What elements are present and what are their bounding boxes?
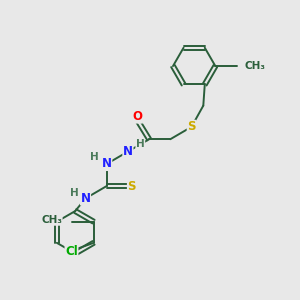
Text: N: N — [80, 192, 91, 205]
Text: O: O — [132, 110, 142, 123]
Text: S: S — [187, 120, 196, 133]
Text: H: H — [90, 152, 99, 162]
Text: H: H — [136, 139, 145, 149]
Text: N: N — [123, 145, 133, 158]
Text: H: H — [70, 188, 79, 197]
Text: N: N — [102, 158, 112, 170]
Text: S: S — [128, 179, 136, 193]
Text: CH₃: CH₃ — [41, 215, 62, 225]
Text: CH₃: CH₃ — [245, 61, 266, 71]
Text: Cl: Cl — [65, 245, 78, 258]
